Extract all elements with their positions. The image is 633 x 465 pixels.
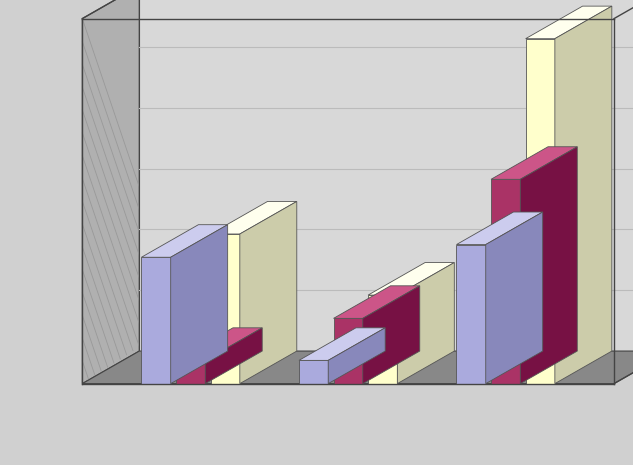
Polygon shape [525, 39, 555, 384]
Polygon shape [141, 257, 171, 384]
Polygon shape [299, 328, 385, 360]
Polygon shape [176, 360, 205, 384]
Polygon shape [456, 212, 542, 245]
Polygon shape [398, 263, 454, 384]
Polygon shape [211, 234, 240, 384]
Polygon shape [139, 0, 633, 351]
Polygon shape [334, 319, 363, 384]
Polygon shape [299, 360, 328, 384]
Polygon shape [368, 263, 454, 295]
Polygon shape [486, 212, 542, 384]
Polygon shape [491, 179, 520, 384]
Polygon shape [328, 328, 385, 384]
Polygon shape [456, 245, 486, 384]
Polygon shape [171, 225, 228, 384]
Polygon shape [82, 0, 139, 384]
Polygon shape [368, 295, 398, 384]
Polygon shape [555, 6, 612, 384]
Polygon shape [363, 286, 420, 384]
Polygon shape [520, 147, 577, 384]
Polygon shape [525, 6, 612, 39]
Polygon shape [240, 201, 297, 384]
Polygon shape [205, 328, 262, 384]
Polygon shape [334, 286, 420, 319]
Polygon shape [82, 351, 633, 384]
Polygon shape [141, 225, 228, 257]
Polygon shape [176, 328, 262, 360]
Polygon shape [211, 201, 297, 234]
Polygon shape [491, 147, 577, 179]
